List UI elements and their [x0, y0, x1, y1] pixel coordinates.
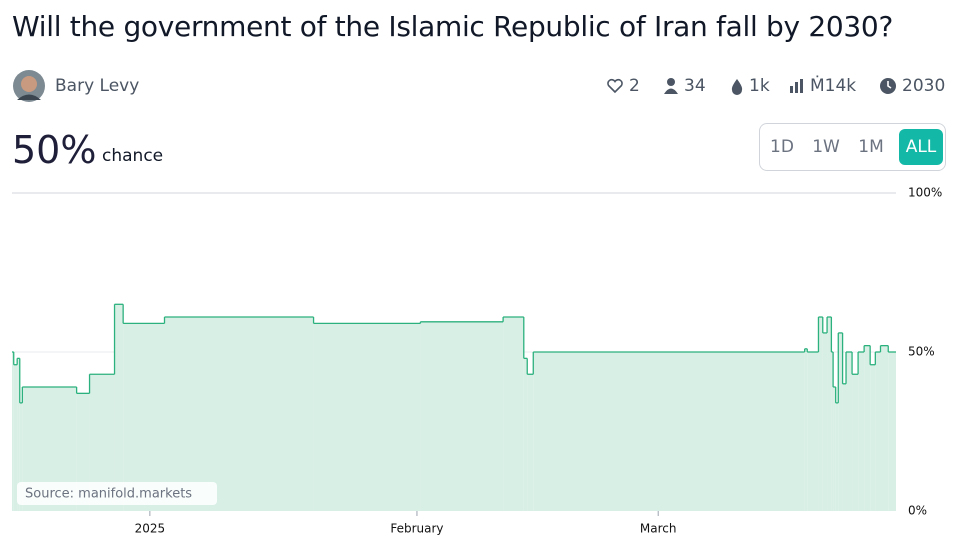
area-segment: [527, 374, 534, 511]
area-segment: [852, 374, 859, 511]
probability-value: 50%: [12, 128, 97, 172]
area-segment: [870, 364, 876, 511]
area-segment: [875, 352, 881, 511]
volume-amount: Ṁ14k: [810, 76, 857, 96]
area-segment: [864, 345, 871, 511]
area-segment: [123, 323, 165, 511]
person-icon: [664, 78, 678, 94]
area-segment: [822, 332, 828, 511]
area-segment: [838, 332, 843, 511]
x-tick-label: March: [640, 522, 677, 536]
area: [12, 304, 896, 511]
area-segment: [858, 352, 865, 511]
area-segment: [164, 317, 314, 511]
heart-icon: [607, 78, 623, 94]
area-segment: [17, 358, 20, 511]
x-tick-label: 2025: [135, 522, 166, 536]
area-segment: [420, 321, 504, 511]
area-segment: [313, 323, 421, 511]
area-segment: [19, 402, 23, 511]
range-selector: 1D 1W 1M ALL: [759, 123, 946, 171]
liquidity: 1k: [730, 76, 770, 96]
area-segment: [13, 364, 18, 511]
area-segment: [114, 304, 124, 511]
likes-count: 2: [629, 76, 640, 96]
range-button[interactable]: 1D: [770, 137, 794, 157]
line: [12, 303, 896, 404]
author-name[interactable]: Bary Levy: [55, 76, 140, 96]
area-segment: [523, 358, 528, 511]
probability-label: chance: [102, 146, 164, 166]
area-segment: [831, 352, 834, 511]
traders: 34: [663, 76, 706, 96]
area-segment: [835, 402, 839, 511]
range-button[interactable]: 1W: [812, 137, 840, 157]
x-tick-label: February: [390, 522, 443, 536]
area-segment: [842, 383, 847, 511]
close-date: 2030: [879, 76, 945, 96]
y-tick-label: 0%: [908, 504, 927, 518]
area-segment: [533, 352, 805, 511]
source-label: Source: manifold.markets: [25, 487, 192, 502]
area-segment: [804, 348, 808, 511]
area-segment: [503, 317, 524, 511]
area-segment: [12, 352, 14, 511]
range-button-active[interactable]: ALL: [899, 129, 943, 165]
market-title: Will the government of the Islamic Repub…: [12, 10, 893, 43]
source-box: [17, 482, 217, 505]
area-segment: [833, 386, 836, 511]
area-segment: [846, 352, 853, 511]
bars-icon: [790, 79, 803, 93]
y-tick-label: 50%: [908, 345, 935, 359]
liquidity-amount: 1k: [749, 76, 770, 96]
area-segment: [888, 352, 896, 511]
volume: Ṁ14k: [789, 76, 856, 96]
traders-count: 34: [684, 76, 706, 96]
range-button[interactable]: 1M: [858, 137, 884, 157]
clock-icon: [880, 78, 896, 94]
area-segment: [880, 345, 889, 511]
close-year: 2030: [902, 76, 946, 96]
likes[interactable]: 2: [606, 76, 640, 96]
y-tick-label: 100%: [908, 186, 942, 200]
drop-icon: [731, 79, 743, 95]
avatar[interactable]: [12, 69, 46, 103]
area-segment: [827, 317, 832, 511]
source-badge: Source: manifold.markets: [17, 482, 217, 505]
area-segment: [818, 317, 823, 511]
area-segment: [807, 352, 819, 511]
area-segment: [76, 393, 90, 511]
